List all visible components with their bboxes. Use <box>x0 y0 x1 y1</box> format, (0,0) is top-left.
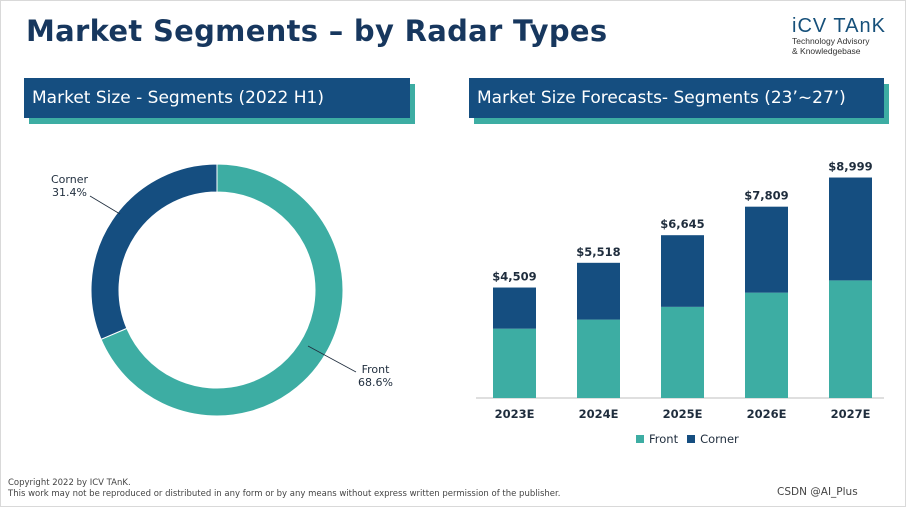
brand-logo: iCV TAnK Technology Advisory & Knowledge… <box>792 16 892 56</box>
donut-slice-front <box>100 163 344 417</box>
bar-total-label: $4,509 <box>492 270 536 284</box>
legend-front-label: Front <box>649 432 679 446</box>
x-tick-label: 2026E <box>747 407 787 421</box>
logo-tagline-2: & Knowledgebase <box>792 46 861 56</box>
x-tick-label: 2023E <box>495 407 535 421</box>
copyright-footer: Copyright 2022 by ICV TAnK. This work ma… <box>8 478 560 500</box>
left-panel-banner: Market Size - Segments (2022 H1) <box>24 78 415 124</box>
disclaimer-line: This work may not be reproduced or distr… <box>8 489 561 499</box>
bar-front-2027e <box>829 280 872 398</box>
x-tick-label: 2025E <box>663 407 703 421</box>
legend-corner-label: Corner <box>700 432 739 446</box>
watermark: CSDN @AI_Plus <box>777 486 858 498</box>
bar-legend: Front Corner <box>636 432 739 446</box>
front-slice-name: Front <box>361 363 390 376</box>
right-panel-banner: Market Size Forecasts- Segments (23’~27’… <box>469 78 889 124</box>
bar-corner-2023e <box>493 287 536 329</box>
donut-slice-corner <box>90 163 218 340</box>
legend-corner-swatch <box>687 435 696 443</box>
bar-corner-2024e <box>577 262 620 320</box>
corner-leader-line <box>89 195 121 215</box>
bar-front-2025e <box>661 306 704 398</box>
donut-chart <box>90 163 344 417</box>
logo-name: iCV TAnK <box>792 15 886 37</box>
donut-leader-lines <box>89 195 357 373</box>
front-slice-value: 68.6% <box>358 376 393 389</box>
bar-corner-2026e <box>745 206 788 293</box>
front-slice-label: Front 68.6% <box>358 363 393 389</box>
corner-slice-value: 31.4% <box>52 186 87 199</box>
copyright-line: Copyright 2022 by ICV TAnK. <box>8 478 131 488</box>
bar-front-2024e <box>577 319 620 398</box>
left-panel-heading: Market Size - Segments (2022 H1) <box>24 78 410 118</box>
bar-front-2023e <box>493 328 536 398</box>
bar-front-2026e <box>745 292 788 398</box>
bar-corner-2025e <box>661 235 704 307</box>
x-tick-label: 2027E <box>831 407 871 421</box>
bar-total-label: $7,809 <box>744 189 788 203</box>
corner-slice-label: Corner 31.4% <box>51 173 88 199</box>
bar-corner-2027e <box>829 177 872 281</box>
corner-slice-name: Corner <box>51 173 89 186</box>
page-title: Market Segments – by Radar Types <box>26 14 608 48</box>
stacked-bar-chart: $4,509 2023E $5,518 2024E $6,645 2025E $7,809 2… <box>476 160 884 421</box>
logo-tagline-1: Technology Advisory <box>792 36 870 46</box>
bar-total-label: $6,645 <box>660 217 704 231</box>
bar-total-label: $8,999 <box>828 160 872 174</box>
front-leader-line <box>307 345 357 373</box>
right-panel-heading: Market Size Forecasts- Segments (23’~27’… <box>469 78 884 118</box>
bar-total-label: $5,518 <box>576 245 620 259</box>
x-tick-label: 2024E <box>579 407 619 421</box>
legend-front-swatch <box>636 435 644 443</box>
